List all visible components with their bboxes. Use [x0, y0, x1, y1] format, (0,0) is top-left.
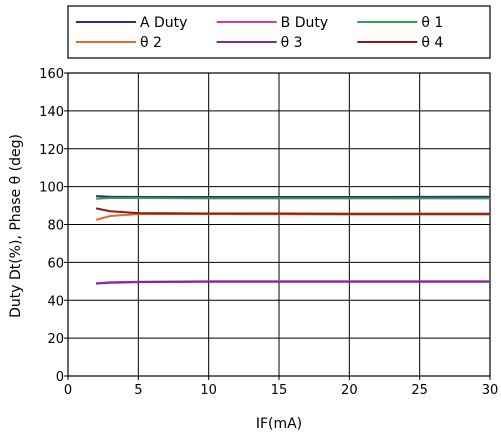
y-tick-label: 120 [39, 143, 64, 158]
legend-label-6: θ 4 [421, 35, 443, 51]
x-tick-label: 30 [482, 383, 499, 398]
y-tick-label: 0 [56, 370, 64, 385]
y-tick-label: 140 [39, 105, 64, 120]
series-line-3 [96, 197, 490, 200]
tick-labels: 0 5 10 15 20 25 30 0 20 40 60 80 100 120 140 160 [39, 67, 498, 398]
x-tick-label: 25 [411, 383, 428, 398]
y-tick-label: 20 [47, 332, 64, 347]
legend: A Duty B Duty θ 1 θ 2 θ 3 θ 4 [67, 5, 491, 59]
y-tick-label: 100 [39, 181, 64, 196]
x-tick-label: 15 [271, 383, 288, 398]
series-lines [95, 195, 491, 285]
legend-label-3: θ 1 [421, 15, 443, 31]
x-tick-label: 0 [64, 383, 72, 398]
legend-label-5: θ 3 [281, 35, 303, 51]
x-tick-label: 5 [134, 383, 142, 398]
legend-label-1: A Duty [140, 15, 187, 31]
y-tick-label: 60 [47, 256, 64, 271]
x-tick-label: 20 [341, 383, 358, 398]
legend-label-2: B Duty [281, 15, 328, 31]
legend-box [67, 5, 491, 59]
legend-label-4: θ 2 [140, 35, 162, 51]
y-tick-label: 40 [47, 294, 64, 309]
y-tick-label: 160 [39, 67, 64, 82]
x-tick-label: 10 [200, 383, 217, 398]
series-line-6 [95, 207, 490, 215]
series-line-1 [96, 195, 491, 198]
series-line-5 [96, 280, 490, 285]
y-tick-label: 80 [47, 219, 64, 234]
y-axis-title: Duty Dt(%), Phase θ (deg) [8, 134, 24, 318]
plot-area [64, 72, 491, 380]
x-axis-title: IF(mA) [256, 416, 302, 432]
